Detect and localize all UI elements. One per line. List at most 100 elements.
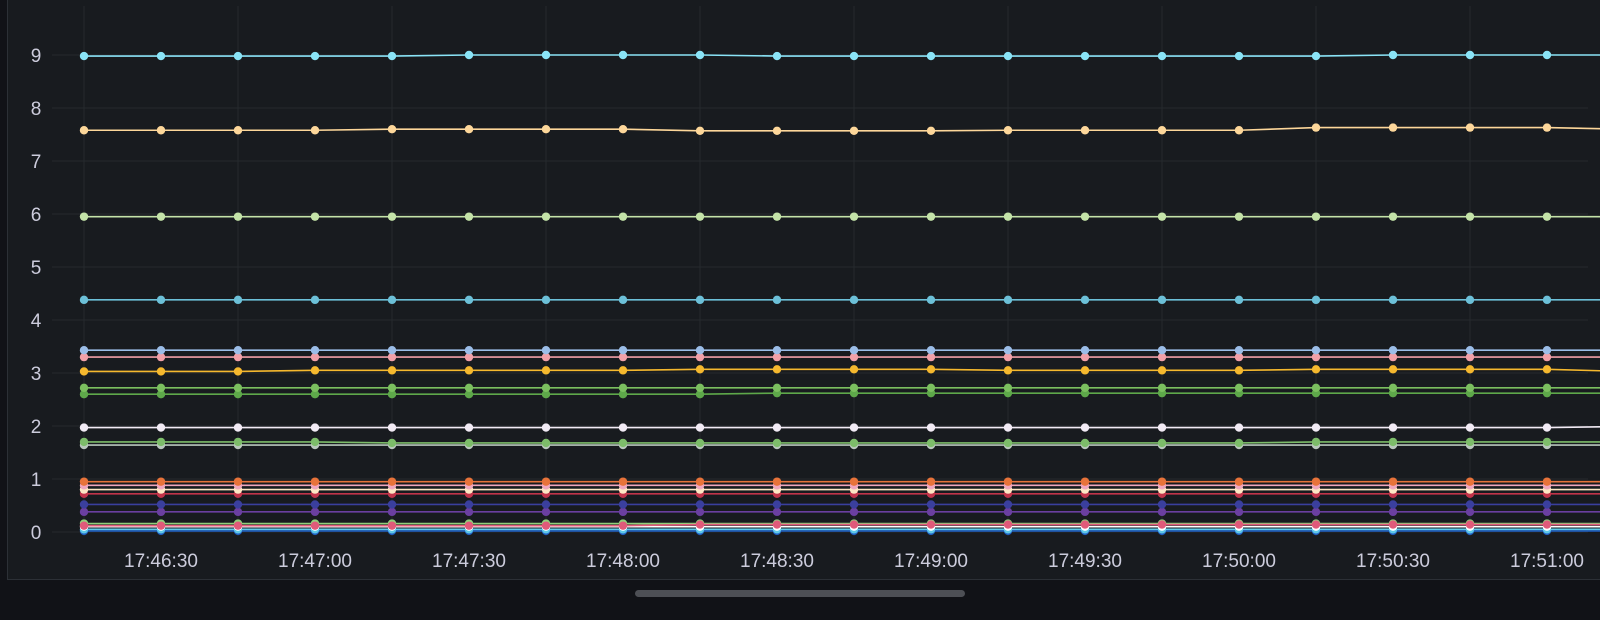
data-point: [233, 212, 243, 221]
data-point: [1003, 51, 1013, 61]
data-point: [1542, 500, 1552, 509]
data-point: [464, 352, 474, 362]
data-point: [1311, 295, 1321, 305]
series: [79, 295, 1600, 305]
data-point: [1542, 365, 1552, 374]
x-tick-label: 17:49:00: [894, 551, 968, 572]
data-point: [1003, 352, 1013, 362]
series: [79, 507, 1600, 517]
data-point: [541, 423, 551, 432]
data-point: [1542, 437, 1552, 447]
data-point: [695, 477, 705, 486]
data-point: [310, 352, 320, 362]
data-point: [156, 295, 166, 305]
data-point: [310, 126, 320, 135]
data-point: [156, 507, 166, 517]
data-point: [233, 500, 243, 509]
data-point: [849, 352, 859, 362]
data-point: [695, 352, 705, 362]
data-point: [1003, 507, 1013, 517]
data-point: [1542, 507, 1552, 517]
data-point: [618, 390, 628, 399]
data-point: [1234, 352, 1244, 362]
y-tick-label: 3: [31, 364, 42, 385]
data-point: [1234, 500, 1244, 509]
data-point: [618, 346, 628, 355]
data-point: [1003, 346, 1013, 355]
data-point: [1465, 437, 1475, 447]
data-point: [1234, 295, 1244, 305]
data-point: [1465, 520, 1475, 529]
series: [79, 383, 1600, 393]
data-point: [387, 51, 397, 61]
series: [79, 520, 1600, 530]
data-point: [1311, 346, 1321, 355]
data-point: [387, 477, 397, 486]
data-point: [1157, 346, 1167, 355]
data-point: [1080, 212, 1090, 221]
data-point: [310, 212, 320, 221]
data-point: [156, 367, 166, 376]
data-point: [1311, 212, 1321, 221]
y-tick-label: 1: [31, 470, 42, 491]
data-point: [618, 50, 628, 60]
data-point: [233, 521, 243, 530]
data-point: [541, 438, 551, 448]
y-tick-label: 7: [31, 152, 42, 173]
data-point: [1311, 507, 1321, 517]
data-point: [695, 438, 705, 448]
horizontal-scrollbar-thumb[interactable]: [635, 590, 965, 597]
data-point: [1003, 366, 1013, 375]
data-point: [541, 125, 551, 134]
y-tick-label: 2: [31, 417, 42, 438]
data-point: [926, 438, 936, 448]
data-point: [1234, 366, 1244, 375]
data-point: [1234, 507, 1244, 517]
data-point: [772, 126, 782, 135]
data-point: [79, 212, 89, 221]
data-point: [618, 521, 628, 530]
series: [79, 346, 1600, 355]
data-point: [464, 125, 474, 134]
data-point: [1465, 477, 1475, 486]
data-point: [541, 507, 551, 517]
data-point: [310, 423, 320, 432]
data-point: [1157, 500, 1167, 509]
data-point: [310, 500, 320, 509]
series: [79, 489, 1600, 499]
data-point: [1234, 51, 1244, 61]
data-point: [926, 520, 936, 529]
data-point: [849, 477, 859, 486]
data-point: [1542, 346, 1552, 355]
data-point: [1465, 352, 1475, 362]
data-point: [387, 125, 397, 134]
series: [79, 212, 1600, 221]
data-point: [1003, 477, 1013, 486]
data-point: [695, 295, 705, 305]
data-point: [541, 366, 551, 375]
data-point: [1080, 520, 1090, 529]
data-point: [387, 423, 397, 432]
data-point: [1234, 477, 1244, 486]
data-point: [1311, 51, 1321, 61]
data-point: [1465, 346, 1475, 355]
data-point: [1080, 126, 1090, 135]
data-point: [1311, 520, 1321, 529]
data-point: [1465, 507, 1475, 517]
data-point: [310, 51, 320, 61]
data-point: [310, 383, 320, 393]
graph-panel: [7, 0, 1600, 580]
data-point: [79, 383, 89, 393]
data-point: [233, 51, 243, 61]
data-point: [1388, 123, 1398, 132]
data-point: [387, 366, 397, 375]
data-point: [849, 126, 859, 135]
data-point: [1542, 520, 1552, 529]
data-point: [1080, 352, 1090, 362]
data-point: [1465, 295, 1475, 305]
series: [79, 423, 1600, 432]
data-point: [541, 295, 551, 305]
data-point: [79, 423, 89, 432]
data-point: [772, 295, 782, 305]
